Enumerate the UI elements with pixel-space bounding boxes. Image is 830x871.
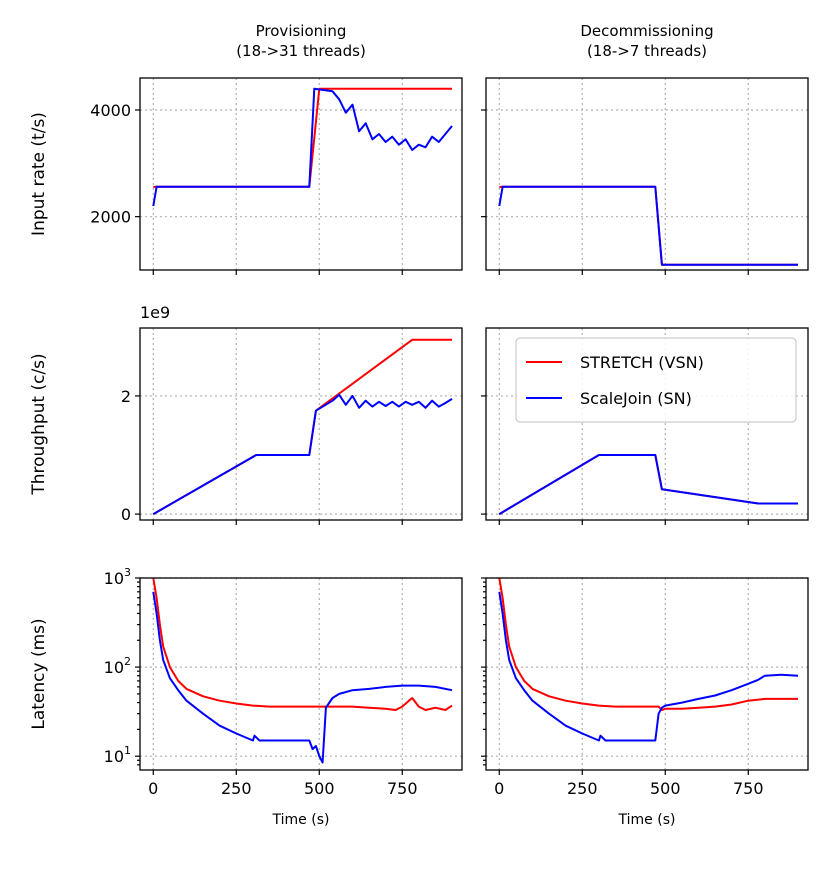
y-tick-label: 2000	[90, 208, 131, 227]
legend: STRETCH (VSN) ScaleJoin (SN)	[515, 337, 797, 423]
x-tick-label: 0	[148, 779, 158, 798]
column-title-1: Decommissioning	[580, 22, 713, 40]
stretch-vsn-line	[152, 578, 453, 711]
stretch-vsn-line	[498, 578, 798, 711]
y-tick-label: 2	[121, 387, 131, 406]
scalejoin-sn-line	[498, 454, 798, 515]
x-tick-label: 250	[567, 779, 598, 798]
y-axis-title: Throughput (c/s)	[29, 353, 49, 495]
panel-2-1: 0 250 500 750 Time (s)	[481, 577, 809, 828]
y-tick-label: 101	[104, 744, 131, 766]
legend-stretch-label: STRETCH (VSN)	[580, 353, 704, 372]
input-rate-row: Input rate (t/s) 2000 4000	[29, 77, 809, 275]
panel-2-0: 101 102 103 0 250 500 750 Time (s)	[104, 566, 463, 828]
scalejoin-sn-line	[498, 185, 798, 266]
x-axis-title: Time (s)	[272, 812, 330, 828]
x-axis-title: Time (s)	[618, 812, 676, 828]
column-titles: Provisioning (18->31 threads) Decommission…	[236, 22, 713, 60]
axes-frame	[485, 327, 809, 521]
x-tick-label: 500	[304, 779, 335, 798]
x-tick-label: 0	[494, 779, 504, 798]
x-tick-label: 500	[650, 779, 681, 798]
stretch-vsn-line	[499, 185, 798, 266]
panel-1-0: 02	[121, 327, 463, 525]
y-axis-title: Latency (ms)	[29, 618, 49, 729]
x-tick-label: 750	[387, 779, 418, 798]
y-axis-title: Input rate (t/s)	[29, 112, 49, 236]
stretch-vsn-line	[153, 87, 452, 189]
column-title-0: Provisioning	[256, 22, 347, 40]
scalejoin-sn-line	[152, 591, 453, 764]
axes-frame	[139, 577, 463, 771]
legend-box	[515, 337, 797, 423]
column-title-0: (18->31 threads)	[236, 42, 366, 60]
column-title-1: (18->7 threads)	[587, 42, 707, 60]
scalejoin-sn-line	[152, 393, 453, 515]
x-tick-label: 250	[221, 779, 252, 798]
y-tick-label: 102	[104, 655, 131, 677]
y-tick-label: 103	[104, 566, 131, 588]
axes-frame	[485, 577, 809, 771]
axes-frame	[139, 77, 463, 271]
axes-frame	[139, 327, 463, 521]
y-tick-label: 0	[121, 505, 131, 524]
stretch-vsn-line	[498, 454, 798, 515]
y-multiplier: 1e9	[140, 303, 170, 322]
axes-frame	[485, 77, 809, 271]
x-tick-label: 750	[733, 779, 764, 798]
y-tick-label: 4000	[90, 101, 131, 120]
scalejoin-sn-line	[152, 87, 453, 207]
legend-scalejoin-label: ScaleJoin (SN)	[580, 389, 692, 408]
panel-0-1	[481, 77, 809, 275]
panel-0-0: 2000 4000	[90, 77, 463, 275]
scalejoin-sn-line	[498, 591, 799, 742]
